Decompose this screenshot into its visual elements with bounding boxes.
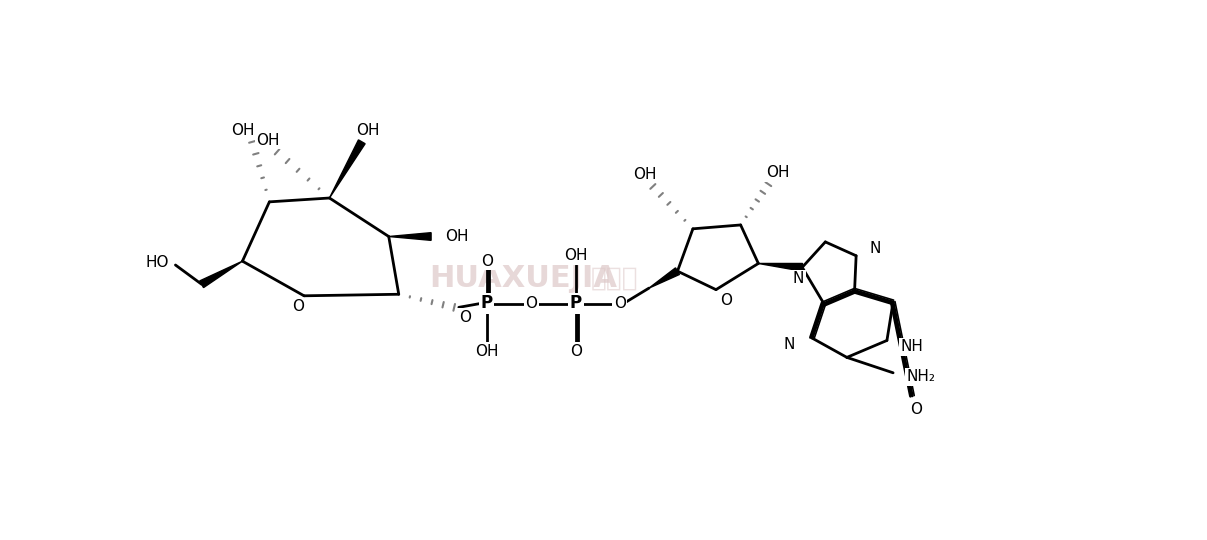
Text: OH: OH: [474, 344, 498, 359]
Text: O: O: [719, 293, 731, 308]
Text: OH: OH: [231, 123, 255, 138]
Text: OH: OH: [256, 133, 280, 148]
Text: NH₂: NH₂: [906, 369, 935, 384]
Text: NH: NH: [900, 339, 923, 354]
Text: P: P: [480, 294, 492, 313]
Polygon shape: [330, 140, 366, 198]
Text: HO: HO: [146, 255, 169, 270]
Text: O: O: [571, 344, 583, 359]
Text: O: O: [482, 254, 494, 268]
Text: OH: OH: [632, 167, 657, 181]
Polygon shape: [758, 264, 803, 271]
Text: O: O: [613, 296, 625, 311]
Text: N: N: [783, 337, 795, 352]
Text: P: P: [570, 294, 582, 313]
Text: O: O: [910, 402, 922, 417]
Text: O: O: [525, 296, 537, 311]
Text: OH: OH: [445, 229, 468, 244]
Polygon shape: [649, 268, 680, 288]
Text: 化学家: 化学家: [590, 266, 639, 292]
Text: O: O: [292, 299, 304, 314]
Text: N: N: [793, 272, 804, 286]
Text: OH: OH: [564, 248, 588, 264]
Polygon shape: [389, 233, 431, 240]
Text: OH: OH: [356, 123, 380, 138]
Text: N: N: [870, 240, 881, 255]
Text: HUAXUEJIA: HUAXUEJIA: [430, 265, 618, 293]
Polygon shape: [199, 261, 243, 288]
Text: OH: OH: [766, 165, 789, 180]
Text: O: O: [459, 310, 471, 325]
